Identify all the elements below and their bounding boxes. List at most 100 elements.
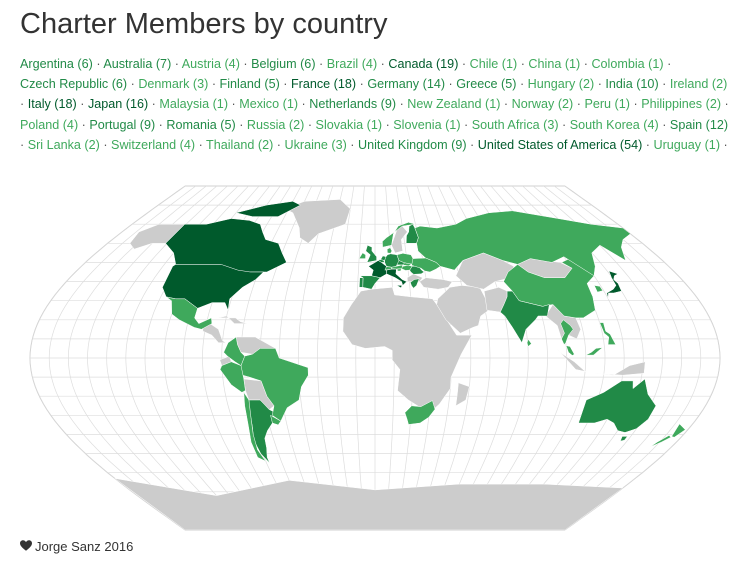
- country-slovakia[interactable]: [402, 262, 413, 267]
- country-germany[interactable]: [384, 253, 400, 268]
- world-map[interactable]: [20, 181, 730, 535]
- country-uruguay[interactable]: [270, 414, 282, 426]
- country-shape[interactable]: [409, 278, 420, 289]
- country-shape[interactable]: [384, 266, 392, 271]
- country-shape[interactable]: [380, 255, 387, 261]
- country-japan[interactable]: [606, 270, 622, 299]
- legend-item-china[interactable]: China (1): [528, 57, 581, 71]
- legend-item-slovakia[interactable]: Slovakia (1): [315, 117, 383, 132]
- country-portugal[interactable]: [359, 277, 364, 288]
- legend-item-belgium[interactable]: Belgium (6): [251, 57, 316, 71]
- country-shape[interactable]: [162, 264, 265, 312]
- country-shape[interactable]: [593, 285, 604, 293]
- legend-item-spain[interactable]: Spain (12): [669, 117, 729, 132]
- legend-item-united-states-of-america[interactable]: United States of America (54): [477, 137, 643, 152]
- country-peru[interactable]: [219, 361, 246, 393]
- legend-item-germany[interactable]: Germany (14): [367, 77, 446, 92]
- legend-item-malaysia[interactable]: Malaysia (1): [159, 97, 229, 112]
- legend-item-portugal[interactable]: Portugal (9): [89, 117, 156, 132]
- country-shape[interactable]: [606, 270, 622, 299]
- country-shape[interactable]: [402, 262, 413, 267]
- country-france[interactable]: [368, 260, 387, 278]
- country-shape[interactable]: [565, 345, 575, 356]
- country-shape[interactable]: [499, 290, 550, 344]
- country-united-kingdom[interactable]: [365, 244, 377, 263]
- country-philippines[interactable]: [599, 322, 617, 345]
- legend-item-france[interactable]: France (18): [290, 77, 357, 92]
- country-greece[interactable]: [409, 278, 420, 289]
- legend-item-greece[interactable]: Greece (5): [456, 77, 517, 92]
- country-shape[interactable]: [382, 222, 416, 248]
- country-shape[interactable]: [384, 253, 400, 268]
- legend-item-thailand[interactable]: Thailand (2): [206, 137, 274, 152]
- legend-item-ukraine[interactable]: Ukraine (3): [284, 137, 347, 152]
- country-south-korea[interactable]: [593, 285, 604, 293]
- legend-item-brazil[interactable]: Brazil (4): [326, 57, 378, 71]
- legend-item-canada[interactable]: Canada (19): [388, 57, 459, 71]
- legend-item-philippines[interactable]: Philippines (2): [641, 97, 722, 112]
- country-spain[interactable]: [358, 275, 381, 290]
- country-shape[interactable]: [219, 361, 246, 393]
- legend-item-hungary[interactable]: Hungary (2): [527, 77, 595, 92]
- legend-item-austria[interactable]: Austria (4): [181, 57, 240, 71]
- country-norway[interactable]: [382, 222, 416, 248]
- legend-item-switzerland[interactable]: Switzerland (4): [111, 137, 196, 152]
- country-ireland[interactable]: [358, 252, 366, 259]
- legend-item-slovenia[interactable]: Slovenia (1): [393, 117, 461, 132]
- country-slovenia[interactable]: [396, 268, 402, 272]
- legend-item-new-zealand[interactable]: New Zealand (1): [407, 97, 501, 112]
- legend-item-czech-republic[interactable]: Czech Republic (6): [20, 77, 128, 92]
- country-shape[interactable]: [619, 436, 628, 442]
- country-sri-lanka[interactable]: [526, 338, 532, 347]
- country-malaysia[interactable]: [565, 345, 604, 356]
- legend-item-south-korea[interactable]: South Korea (4): [569, 117, 659, 132]
- legend-item-poland[interactable]: Poland (4): [20, 117, 79, 132]
- country-ukraine[interactable]: [411, 257, 441, 273]
- legend-item-uruguay[interactable]: Uruguay (1): [653, 137, 721, 152]
- country-united-states-of-america[interactable]: [162, 264, 265, 312]
- legend-item-colombia[interactable]: Colombia (1): [591, 57, 664, 71]
- legend-item-south-africa[interactable]: South Africa (3): [471, 117, 559, 132]
- country-chile[interactable]: [243, 391, 267, 462]
- legend-item-romania[interactable]: Romania (5): [166, 117, 236, 132]
- country-shape[interactable]: [358, 252, 366, 259]
- country-shape[interactable]: [411, 257, 441, 273]
- country-shape[interactable]: [404, 400, 436, 425]
- legend-item-australia[interactable]: Australia (7): [103, 57, 172, 71]
- legend-item-denmark[interactable]: Denmark (3): [138, 77, 209, 92]
- legend-item-russia[interactable]: Russia (2): [246, 117, 305, 132]
- country-shape[interactable]: [359, 277, 364, 288]
- legend-item-japan[interactable]: Japan (16): [87, 97, 149, 112]
- country-russia[interactable]: [414, 210, 631, 277]
- legend-item-peru[interactable]: Peru (1): [584, 97, 630, 112]
- country-new-zealand[interactable]: [650, 423, 686, 448]
- country-shape[interactable]: [650, 435, 672, 448]
- country-shape[interactable]: [358, 275, 381, 290]
- country-shape[interactable]: [599, 322, 617, 345]
- country-india[interactable]: [499, 290, 550, 344]
- country-shape[interactable]: [368, 260, 387, 278]
- country-shape[interactable]: [414, 210, 631, 277]
- legend-item-finland[interactable]: Finland (5): [219, 77, 280, 92]
- country-shape[interactable]: [365, 244, 377, 263]
- country-shape[interactable]: [585, 347, 604, 356]
- country-denmark[interactable]: [386, 247, 393, 254]
- country-shape[interactable]: [243, 391, 267, 462]
- country-shape[interactable]: [526, 338, 532, 347]
- country-shape[interactable]: [386, 247, 393, 254]
- country-shape[interactable]: [560, 319, 574, 346]
- legend-item-netherlands[interactable]: Netherlands (9): [309, 97, 397, 112]
- country-thailand[interactable]: [560, 319, 574, 346]
- legend-item-norway[interactable]: Norway (2): [511, 97, 574, 112]
- country-brazil[interactable]: [235, 348, 309, 422]
- legend-item-italy[interactable]: Italy (18): [27, 97, 77, 112]
- country-shape[interactable]: [671, 423, 686, 438]
- legend-item-ireland[interactable]: Ireland (2): [669, 77, 728, 92]
- country-shape[interactable]: [396, 268, 402, 272]
- legend-item-sri-lanka[interactable]: Sri Lanka (2): [27, 137, 100, 152]
- legend-item-mexico[interactable]: Mexico (1): [239, 97, 299, 112]
- country-shape[interactable]: [578, 378, 657, 433]
- country-netherlands[interactable]: [380, 255, 387, 261]
- country-shape[interactable]: [223, 336, 245, 366]
- country-shape[interactable]: [395, 285, 403, 289]
